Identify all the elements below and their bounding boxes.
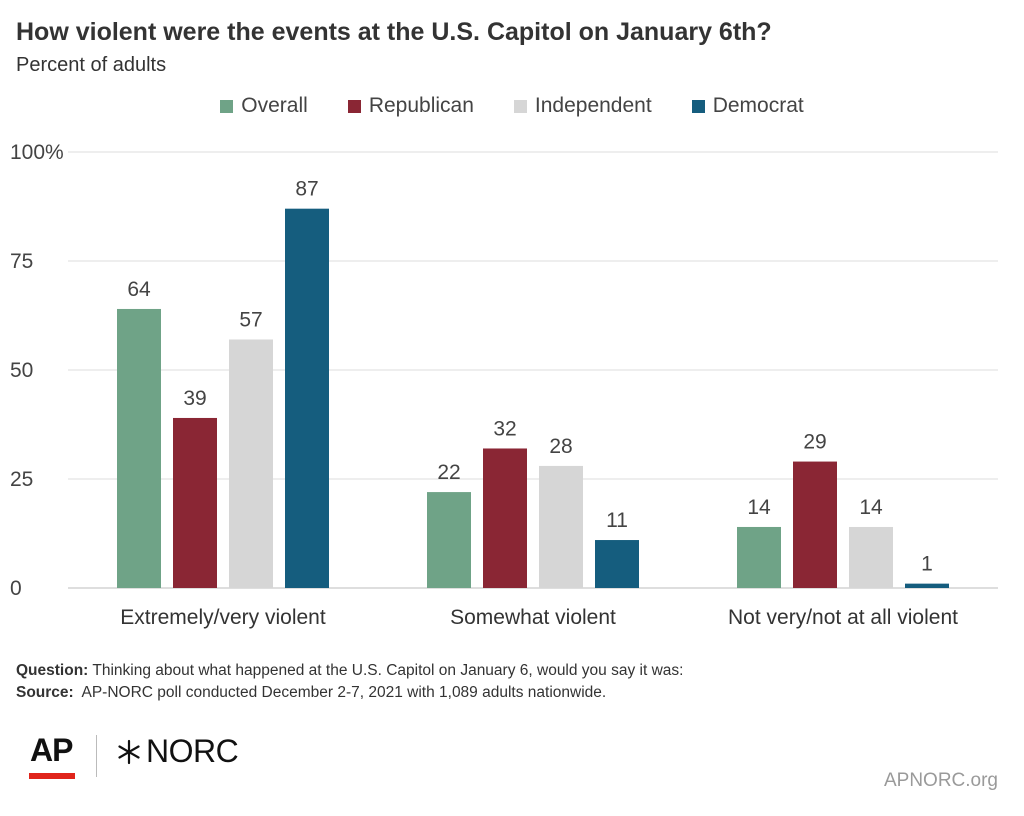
chart-title: How violent were the events at the U.S. …	[16, 18, 772, 46]
source-text: AP-NORC poll conducted December 2-7, 202…	[81, 684, 607, 701]
ap-logo-underline	[29, 773, 75, 779]
x-tick-label: Extremely/very violent	[120, 606, 326, 629]
data-label: 14	[747, 496, 771, 519]
source-note: Source: AP-NORC poll conducted December …	[16, 682, 683, 704]
legend-label: Independent	[534, 94, 652, 117]
y-tick-label: 25	[10, 468, 33, 491]
data-label: 22	[437, 461, 460, 484]
data-label: 1	[921, 553, 933, 576]
norc-logo: NORC	[116, 733, 239, 770]
site-url: APNORC.org	[883, 770, 998, 791]
norc-logo-text: NORC	[146, 733, 239, 769]
ap-logo: AP	[30, 732, 73, 768]
y-tick-label: 0	[10, 577, 22, 600]
chart-subtitle: Percent of adults	[16, 54, 167, 76]
bar	[595, 540, 639, 588]
bar	[117, 308, 161, 588]
question-note: Question: Thinking about what happened a…	[16, 660, 683, 682]
data-label: 32	[493, 417, 516, 440]
bar-chart: 0 25 50 75 100% 64 39 57 87 Extremely/very violen…	[10, 141, 998, 629]
data-label: 57	[239, 308, 262, 331]
legend-swatch	[347, 99, 361, 113]
bar	[173, 417, 217, 588]
y-tick-label: 75	[10, 250, 33, 273]
norc-star-icon	[118, 739, 140, 764]
data-label: 28	[549, 435, 572, 458]
bar	[905, 583, 949, 588]
legend-swatch	[220, 99, 234, 113]
data-label: 87	[295, 178, 318, 201]
logo-divider	[96, 735, 97, 777]
question-label: Question:	[16, 662, 89, 679]
x-tick-label: Somewhat violent	[450, 606, 616, 629]
legend-label: Overall	[241, 94, 308, 117]
legend-swatch	[691, 99, 705, 113]
bar	[737, 526, 781, 588]
bar	[285, 208, 329, 588]
y-tick-label: 100%	[10, 141, 64, 164]
legend: Overall Republican Independent Democrat	[0, 94, 1024, 118]
bar	[849, 526, 893, 588]
legend-item: Independent	[513, 94, 652, 118]
legend-swatch	[513, 99, 527, 113]
question-text: Thinking about what happened at the U.S.…	[92, 662, 684, 679]
chart-notes: Question: Thinking about what happened a…	[16, 660, 683, 704]
legend-label: Republican	[368, 94, 474, 117]
legend-item: Republican	[347, 94, 474, 118]
y-tick-label: 50	[10, 359, 33, 382]
data-label: 11	[606, 509, 628, 532]
data-label: 14	[859, 496, 883, 519]
data-label: 29	[803, 431, 826, 454]
x-tick-label: Not very/not at all violent	[728, 606, 958, 629]
data-label: 39	[183, 387, 206, 410]
legend-item: Democrat	[691, 94, 804, 118]
bar	[427, 492, 471, 588]
bar	[483, 448, 527, 588]
legend-item: Overall	[220, 94, 308, 118]
data-label: 64	[127, 278, 151, 301]
bar	[793, 461, 837, 588]
bar	[539, 465, 583, 588]
source-label: Source:	[16, 684, 74, 701]
legend-label: Democrat	[712, 94, 804, 117]
bar	[229, 339, 273, 588]
